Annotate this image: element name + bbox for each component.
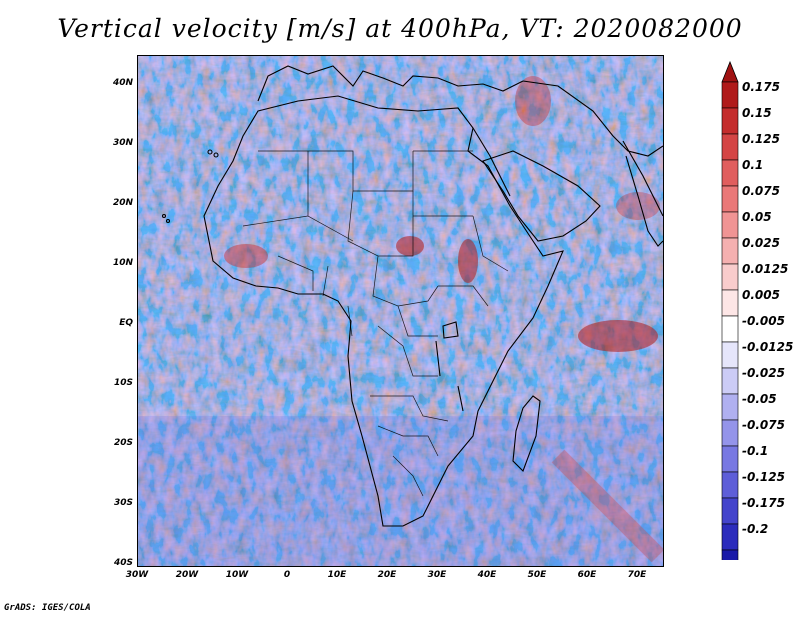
colorbar-swatch — [721, 445, 739, 473]
colorbar-swatch — [721, 159, 739, 187]
colorbar-label: -0.0125 — [742, 340, 794, 354]
colorbar-label: 0.075 — [742, 184, 780, 198]
convective-spot — [616, 192, 660, 220]
colorbar-swatch — [721, 81, 739, 109]
colorbar-swatch — [721, 315, 739, 343]
colorbar-label: -0.2 — [742, 522, 769, 536]
colorbar-swatch — [721, 133, 739, 161]
lon-label: 20E — [377, 570, 397, 580]
lat-label: EQ — [119, 318, 133, 328]
colorbar-swatch — [721, 471, 739, 499]
lon-label: 30W — [125, 570, 149, 580]
colorbar-swatch — [721, 289, 739, 317]
colorbar-swatch — [721, 549, 739, 560]
map-panel — [137, 55, 664, 567]
colorbar-swatch — [721, 211, 739, 239]
lon-label: 40E — [477, 570, 497, 580]
colorbar-swatch — [721, 185, 739, 213]
lon-label: 10W — [225, 570, 249, 580]
colorbar-label: -0.05 — [742, 392, 777, 406]
colorbar-label: 0.175 — [742, 80, 780, 94]
colorbar-swatch — [721, 393, 739, 421]
lat-label: 20N — [112, 198, 133, 208]
colorbar-label: -0.075 — [742, 418, 785, 432]
lon-label: 60E — [577, 570, 597, 580]
colorbar-swatch — [721, 263, 739, 291]
lat-label: 40N — [112, 78, 133, 88]
colorbar-swatch — [721, 237, 739, 265]
footer-credit: GrADS: IGES/COLA — [4, 603, 91, 613]
lon-label: 30E — [427, 570, 447, 580]
colorbar-label: -0.175 — [742, 496, 785, 510]
convective-spot — [515, 76, 551, 126]
convective-spot — [458, 239, 478, 283]
lon-label: 10E — [327, 570, 347, 580]
lat-label: 30N — [112, 138, 133, 148]
country-borders — [242, 150, 509, 497]
colorbar-swatch — [721, 107, 739, 135]
colorbar-label: 0.0125 — [742, 262, 789, 276]
lat-label: 10N — [112, 258, 133, 268]
lat-label: 10S — [113, 378, 133, 388]
colorbar-label: -0.025 — [742, 366, 785, 380]
lon-label: 70E — [627, 570, 647, 580]
colorbar-swatch — [721, 497, 739, 525]
colorbar-top-arrow — [721, 60, 739, 83]
chart-title: Vertical velocity [m/s] at 400hPa, VT: 2… — [57, 14, 743, 43]
colorbar-swatch — [721, 367, 739, 395]
lat-label: 20S — [113, 438, 133, 448]
colorbar-label: 0.025 — [742, 236, 780, 250]
convective-spot — [578, 320, 658, 352]
lat-label: 40S — [113, 558, 133, 568]
lon-label: 0 — [283, 570, 291, 580]
colorbar — [721, 60, 739, 560]
colorbar-label: 0.125 — [742, 132, 780, 146]
colorbar-label: 0.15 — [742, 106, 772, 120]
map-canvas — [138, 56, 663, 566]
colorbar-label: 0.05 — [742, 210, 772, 224]
colorbar-label: -0.125 — [742, 470, 785, 484]
colorbar-label: -0.005 — [742, 314, 785, 328]
lon-label: 20W — [175, 570, 199, 580]
lon-label: 50E — [527, 570, 547, 580]
colorbar-swatch — [721, 341, 739, 369]
lat-label: 30S — [113, 498, 133, 508]
colorbar-label: -0.1 — [742, 444, 769, 458]
convective-spot — [396, 236, 424, 256]
colorbar-swatch — [721, 419, 739, 447]
convective-band — [551, 449, 663, 563]
colorbar-swatch — [721, 523, 739, 551]
colorbar-label: 0.005 — [742, 288, 780, 302]
convective-spot — [224, 244, 268, 268]
southern-ocean-shading — [138, 416, 663, 566]
colorbar-label: 0.1 — [742, 158, 764, 172]
